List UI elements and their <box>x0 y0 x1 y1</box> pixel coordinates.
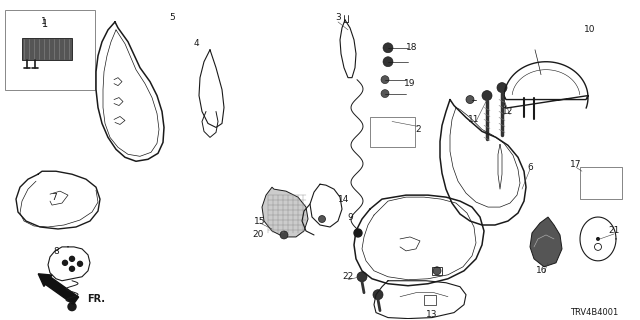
Circle shape <box>319 216 326 222</box>
Circle shape <box>70 256 74 261</box>
Text: TRV4B4001: TRV4B4001 <box>570 308 618 317</box>
Text: 10: 10 <box>584 25 596 34</box>
Circle shape <box>357 272 367 282</box>
Bar <box>424 295 436 305</box>
Circle shape <box>77 261 83 266</box>
Text: 13: 13 <box>426 310 438 319</box>
Circle shape <box>596 237 600 241</box>
Text: 9: 9 <box>347 212 353 221</box>
Circle shape <box>433 267 441 275</box>
Circle shape <box>68 303 76 311</box>
Bar <box>5 10 95 90</box>
Circle shape <box>280 231 288 239</box>
Text: 22: 22 <box>342 272 354 281</box>
Text: 1: 1 <box>41 17 47 27</box>
Text: 1: 1 <box>42 19 48 29</box>
Text: 12: 12 <box>502 107 514 116</box>
Polygon shape <box>530 217 562 267</box>
Circle shape <box>482 91 492 100</box>
Polygon shape <box>262 187 308 237</box>
Circle shape <box>466 96 474 104</box>
Circle shape <box>373 290 383 300</box>
Text: 19: 19 <box>404 79 416 88</box>
Text: 3: 3 <box>335 13 341 22</box>
Text: 8: 8 <box>53 247 59 256</box>
Circle shape <box>354 229 362 237</box>
Circle shape <box>63 260 67 265</box>
Text: 2: 2 <box>415 125 421 134</box>
Text: 11: 11 <box>468 115 480 124</box>
Bar <box>432 267 442 275</box>
Circle shape <box>381 76 389 84</box>
Bar <box>580 167 622 199</box>
Circle shape <box>70 266 74 271</box>
Text: 7: 7 <box>51 193 57 202</box>
FancyArrow shape <box>38 274 79 304</box>
Text: 15: 15 <box>254 217 266 226</box>
Bar <box>370 117 415 147</box>
Text: 17: 17 <box>570 160 582 169</box>
Circle shape <box>383 43 393 53</box>
Text: 21: 21 <box>608 227 620 236</box>
Bar <box>22 38 72 60</box>
Circle shape <box>497 83 507 92</box>
Text: 6: 6 <box>527 163 533 172</box>
Text: FR.: FR. <box>87 294 105 304</box>
Text: 4: 4 <box>193 39 199 48</box>
Text: 20: 20 <box>252 230 264 239</box>
Text: 16: 16 <box>536 266 548 275</box>
Circle shape <box>383 57 393 67</box>
Text: 18: 18 <box>406 43 418 52</box>
Circle shape <box>381 90 389 98</box>
Text: 5: 5 <box>169 13 175 22</box>
Text: 14: 14 <box>339 195 349 204</box>
